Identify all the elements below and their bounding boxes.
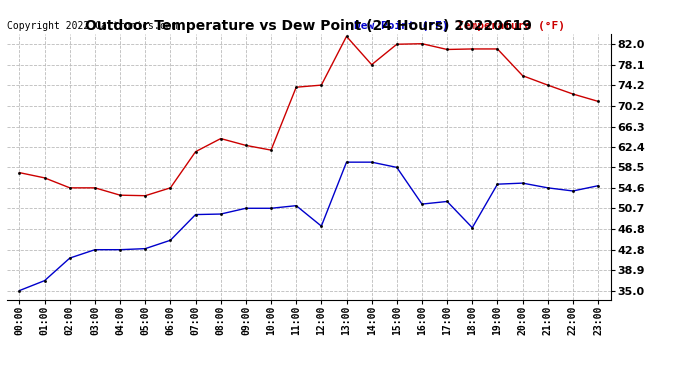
Text: Dew Point (°F): Dew Point (°F) [354, 21, 448, 31]
Text: Temperature (°F): Temperature (°F) [457, 21, 564, 31]
Title: Outdoor Temperature vs Dew Point (24 Hours) 20220619: Outdoor Temperature vs Dew Point (24 Hou… [86, 19, 532, 33]
Text: Copyright 2022 Cartronics.com: Copyright 2022 Cartronics.com [7, 21, 177, 31]
